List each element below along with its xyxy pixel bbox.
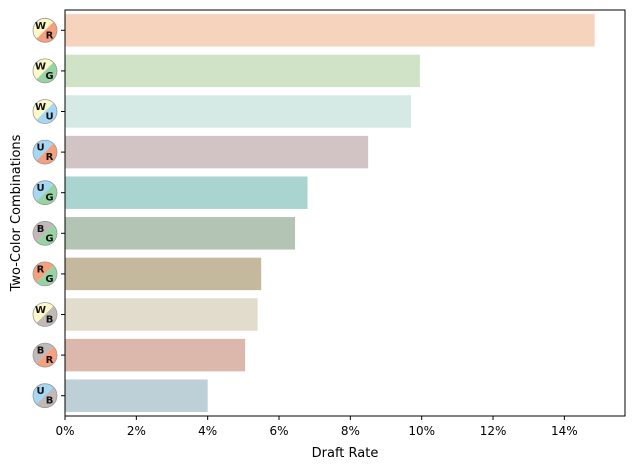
bars-layer — [65, 14, 595, 412]
x-tick-label: 10% — [408, 424, 435, 438]
icon-half-first — [33, 302, 54, 323]
x-axis: 0% 2% 4% 6% 8% 10% 12% 14% — [55, 416, 578, 438]
icon-half-first — [33, 99, 54, 120]
color-pair-icon-BR: BR — [32, 342, 58, 368]
color-pair-icon-WR: WR — [32, 17, 58, 43]
color-pair-icon-BG: BG — [32, 220, 58, 246]
x-tick-label: 2% — [127, 424, 146, 438]
y-axis-label: Two-Color Combinations — [9, 134, 24, 292]
icon-outline — [32, 17, 58, 43]
icon-half-first — [33, 180, 54, 202]
icon-letter-second: G — [45, 233, 53, 244]
icon-half-first — [33, 18, 54, 39]
icon-letter-first: W — [35, 61, 46, 72]
icon-half-second — [36, 184, 57, 205]
icon-half-first — [33, 58, 54, 80]
bar-RG — [65, 257, 262, 291]
icon-letter-second: R — [46, 355, 54, 366]
icon-outline — [32, 139, 58, 165]
icon-letter-first: U — [36, 386, 44, 397]
x-tick-label: 14% — [551, 424, 578, 438]
color-pair-icon-WB: WB — [32, 302, 58, 327]
color-pair-icon-RG: RG — [32, 261, 58, 287]
icon-half-second — [36, 346, 57, 368]
icon-half-second — [36, 143, 58, 165]
x-tick-label: 8% — [341, 424, 360, 438]
icon-letter-second: G — [45, 193, 53, 204]
color-pair-icon-UG: UG — [32, 180, 58, 206]
bar-BR — [65, 338, 246, 372]
icon-half-second — [36, 306, 57, 327]
icon-letter-first: R — [37, 264, 45, 275]
x-tick-label: 12% — [480, 424, 507, 438]
x-tick-label: 6% — [269, 424, 288, 438]
icon-letter-first: W — [35, 305, 46, 316]
plot-frame — [64, 9, 626, 417]
icon-letter-second: R — [46, 30, 54, 41]
icon-half-first — [33, 343, 54, 364]
icon-half-first — [33, 383, 54, 405]
icon-outline — [32, 342, 58, 368]
icon-letter-first: W — [35, 102, 46, 113]
icon-outline — [32, 180, 58, 206]
icon-half-second — [36, 21, 57, 43]
icon-outline — [32, 220, 58, 246]
icon-letter-second: G — [45, 71, 53, 82]
icon-letter-second: B — [46, 396, 54, 407]
bar-BG — [65, 217, 296, 250]
icon-half-first — [33, 140, 54, 161]
bar-WR — [65, 14, 595, 47]
color-pair-icon-WU: WU — [32, 99, 58, 124]
icon-letter-first: U — [36, 143, 44, 154]
bar-UR — [65, 135, 369, 169]
color-pair-icon-UR: UR — [32, 139, 58, 165]
icon-half-second — [36, 387, 57, 408]
icon-outline — [32, 383, 58, 409]
bar-WG — [65, 54, 420, 88]
icon-letter-first: B — [37, 346, 45, 357]
icon-outline — [32, 99, 58, 124]
icon-outline — [32, 261, 58, 287]
icon-letter-first: U — [36, 183, 44, 194]
x-tick-label: 4% — [198, 424, 217, 438]
icon-half-second — [36, 265, 57, 286]
bar-WU — [65, 95, 411, 128]
x-axis-label: Draft Rate — [312, 446, 379, 461]
icon-letter-first: B — [37, 224, 45, 235]
icon-letter-first: W — [35, 21, 46, 32]
icon-letter-second: G — [45, 274, 53, 285]
icon-outline — [32, 58, 58, 84]
icon-letter-second: B — [46, 315, 54, 326]
icon-outline — [32, 302, 58, 327]
bar-UG — [65, 176, 308, 209]
x-tick-label: 0% — [55, 424, 74, 438]
icon-half-second — [36, 103, 57, 124]
icon-half-second — [36, 62, 58, 83]
icon-half-first — [33, 261, 54, 283]
icon-half-second — [36, 224, 57, 246]
y-axis — [61, 29, 65, 397]
icon-letter-second: R — [46, 152, 54, 163]
bar-WB — [65, 298, 258, 331]
color-pair-icon-WG: WG — [32, 58, 58, 84]
bar-UB — [65, 379, 208, 412]
icon-letter-second: U — [45, 112, 53, 123]
color-pair-icon-UB: UB — [32, 383, 58, 409]
icon-half-first — [33, 221, 54, 242]
